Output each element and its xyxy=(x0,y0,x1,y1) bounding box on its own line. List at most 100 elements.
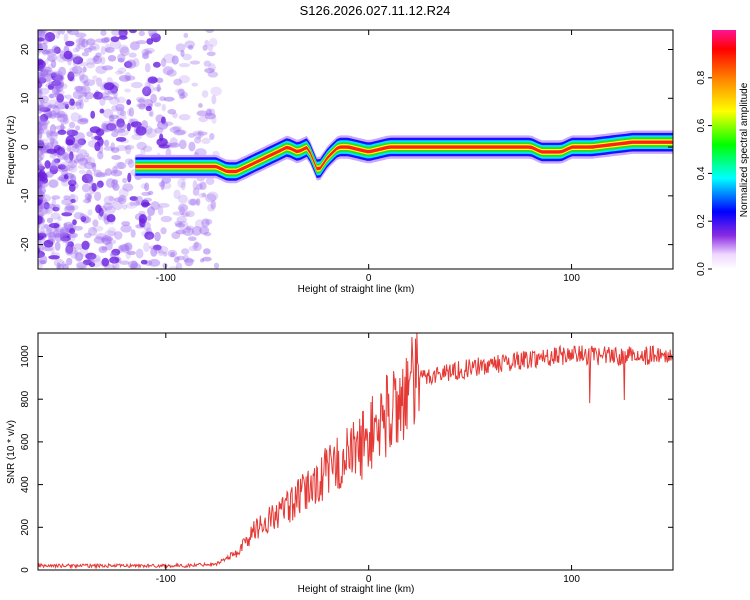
noise-blob xyxy=(39,260,47,265)
noise-blob xyxy=(39,114,49,122)
noise-blob xyxy=(118,187,129,198)
noise-blob xyxy=(83,47,93,53)
noise-blob xyxy=(138,103,146,110)
noise-blob xyxy=(87,193,92,203)
noise-blob xyxy=(61,198,74,206)
noise-blob xyxy=(94,141,101,152)
noise-blob xyxy=(110,142,116,152)
noise-blob xyxy=(67,179,77,187)
noise-blob xyxy=(119,110,127,117)
noise-blob xyxy=(75,38,85,45)
noise-blob xyxy=(96,180,104,188)
noise-blob xyxy=(175,88,185,93)
noise-blob xyxy=(56,102,68,110)
noise-blob xyxy=(81,183,91,193)
noise-blob xyxy=(192,242,202,252)
colorbar-tick-label: 0.0 xyxy=(696,262,707,276)
noise-blob xyxy=(74,249,79,255)
noise-blob xyxy=(141,191,151,196)
ridge-green xyxy=(135,137,673,177)
noise-blob xyxy=(48,131,59,137)
noise-blob xyxy=(45,69,54,76)
colorbar-gradient xyxy=(712,30,736,269)
noise-blob xyxy=(48,235,54,242)
colorbar-tick-label: 0.4 xyxy=(696,166,707,180)
noise-blob xyxy=(84,192,93,201)
noise-blob xyxy=(144,231,155,240)
noise-blob xyxy=(63,222,68,228)
noise-blob xyxy=(51,72,59,79)
x-tick-label: 0 xyxy=(366,574,372,585)
noise-blob xyxy=(86,57,97,65)
noise-blob xyxy=(140,259,148,265)
noise-blob xyxy=(114,231,123,240)
noise-blob xyxy=(184,257,194,267)
noise-blob xyxy=(119,260,130,265)
noise-blob xyxy=(61,261,67,267)
noise-blob xyxy=(78,70,85,81)
noise-blob xyxy=(104,168,113,176)
noise-blob xyxy=(117,122,128,130)
spectrogram-y-ticks: -20 -10 0 10 20 xyxy=(20,44,673,252)
noise-blob xyxy=(54,233,64,243)
noise-blob xyxy=(74,251,84,262)
noise-blob xyxy=(172,211,184,216)
noise-blob xyxy=(89,259,95,265)
noise-blob xyxy=(204,39,210,47)
noise-blob xyxy=(142,145,153,152)
noise-blob xyxy=(145,105,152,112)
noise-blob xyxy=(44,160,51,169)
noise-blob xyxy=(83,79,96,87)
noise-blob xyxy=(52,229,61,238)
y-tick-label: 800 xyxy=(20,390,31,407)
noise-blob xyxy=(45,75,50,84)
noise-blob xyxy=(102,108,114,119)
noise-blob xyxy=(175,229,187,235)
noise-blob xyxy=(38,260,43,269)
noise-blob xyxy=(44,31,56,42)
noise-blob xyxy=(137,98,145,104)
noise-blob xyxy=(196,183,203,191)
y-tick-label: 600 xyxy=(20,433,31,450)
noise-blob xyxy=(188,245,198,252)
noise-blob xyxy=(51,140,59,150)
noise-blob xyxy=(90,162,97,168)
noise-blob xyxy=(44,48,56,54)
noise-blob xyxy=(97,210,103,221)
noise-blob xyxy=(189,198,197,206)
noise-blob xyxy=(62,117,70,124)
noise-blob xyxy=(38,127,44,135)
noise-blob xyxy=(46,104,59,109)
noise-blob xyxy=(169,126,181,133)
noise-blob xyxy=(172,112,178,119)
noise-blob xyxy=(109,256,120,264)
noise-blob xyxy=(38,87,50,95)
noise-blob xyxy=(202,256,212,262)
noise-blob xyxy=(68,145,80,153)
noise-blob xyxy=(100,30,107,36)
colorbar-tick-label: 0.2 xyxy=(696,214,707,228)
noise-blob xyxy=(210,86,222,96)
noise-blob xyxy=(150,93,157,104)
noise-blob xyxy=(191,82,198,87)
noise-blob xyxy=(73,139,85,147)
noise-blob xyxy=(108,239,117,245)
noise-blob xyxy=(143,98,154,108)
noise-blob xyxy=(69,151,74,161)
noise-blob xyxy=(55,228,65,238)
noise-blob xyxy=(49,153,56,159)
noise-blob xyxy=(103,82,115,91)
noise-blob xyxy=(82,92,88,97)
noise-blob xyxy=(119,244,129,252)
noise-blob xyxy=(46,131,58,141)
noise-blob xyxy=(66,129,79,137)
noise-blob xyxy=(177,178,186,189)
noise-blob xyxy=(162,262,168,269)
noise-blob xyxy=(56,262,61,269)
noise-blob xyxy=(141,52,150,60)
noise-blob xyxy=(48,222,60,229)
spectrogram-y-label: Frequency (Hz) xyxy=(6,116,17,185)
noise-blob xyxy=(63,50,73,60)
noise-blob xyxy=(76,264,87,269)
noise-blob xyxy=(75,252,84,262)
